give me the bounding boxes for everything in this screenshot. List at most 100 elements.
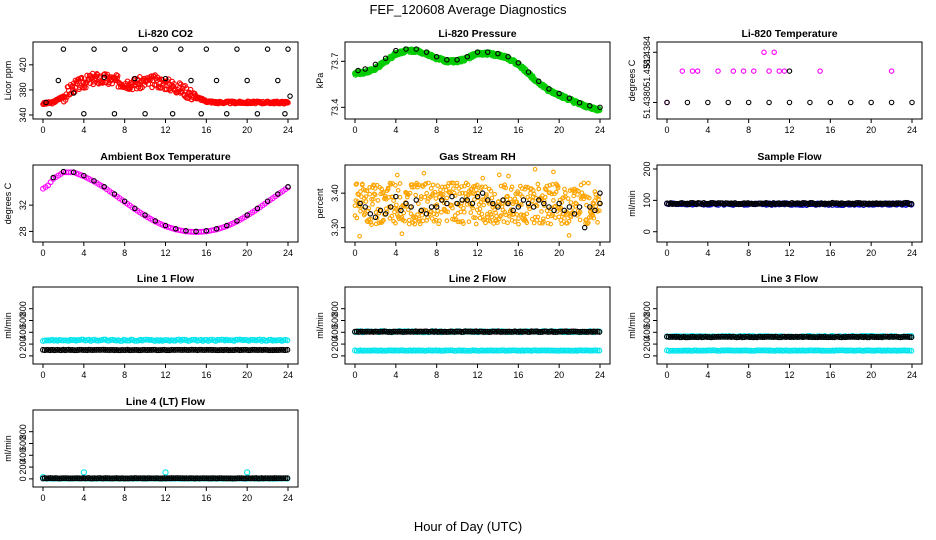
data-point	[541, 328, 548, 335]
data-point	[284, 475, 291, 482]
data-point	[353, 347, 360, 354]
data-point	[178, 46, 184, 52]
data-point	[443, 347, 450, 354]
x-tick-label: 4	[705, 248, 710, 258]
data-point	[381, 347, 388, 354]
data-point	[711, 333, 718, 340]
data-point	[407, 190, 413, 196]
data-point	[893, 200, 900, 207]
data-point	[786, 99, 793, 106]
data-point	[471, 215, 476, 220]
y-tick-label: 400	[18, 325, 28, 340]
data-point	[570, 328, 577, 335]
data-point	[62, 475, 69, 482]
data-point	[273, 347, 280, 353]
data-point	[360, 182, 365, 188]
x-tick-label: 0	[40, 248, 45, 258]
data-point	[216, 225, 223, 232]
data-point	[566, 95, 573, 101]
x-tick-label: 16	[201, 370, 211, 380]
data-marks	[40, 46, 293, 117]
x-tick-label: 8	[434, 248, 439, 258]
y-axis-label: ml/min	[3, 312, 13, 339]
data-point	[389, 213, 395, 219]
data-point	[546, 86, 552, 92]
data-point	[409, 184, 415, 190]
data-marks	[352, 328, 603, 354]
x-tick-label: 8	[746, 248, 751, 258]
data-point	[183, 228, 189, 234]
data-point	[244, 469, 251, 476]
data-point	[586, 220, 591, 225]
data-point	[575, 188, 581, 194]
data-point	[771, 49, 777, 56]
x-tick-label: 16	[825, 248, 835, 258]
y-axis-label: ml/min	[627, 190, 637, 217]
data-point	[127, 86, 133, 92]
data-point	[498, 213, 504, 218]
data-point	[357, 203, 362, 209]
data-point	[224, 110, 230, 117]
data-point	[679, 68, 686, 74]
data-point	[397, 347, 404, 354]
data-point	[364, 188, 370, 194]
data-point	[722, 347, 729, 354]
data-point	[90, 81, 96, 88]
data-point	[902, 199, 909, 206]
data-point	[902, 347, 909, 354]
data-point	[418, 347, 425, 354]
y-tick-label: 51.4384	[642, 36, 652, 69]
x-tick-label: 16	[825, 370, 835, 380]
data-point	[566, 233, 572, 238]
data-point	[205, 475, 212, 482]
data-point	[150, 475, 157, 482]
data-point	[223, 475, 230, 482]
data-point	[381, 189, 386, 195]
y-axis-label: kPa	[315, 73, 325, 89]
data-point	[399, 231, 405, 237]
x-tick-label: 8	[746, 370, 751, 380]
data-point	[428, 204, 435, 210]
y-tick-label: 28	[18, 226, 28, 236]
data-point	[198, 110, 204, 117]
x-tick-label: 8	[434, 370, 439, 380]
data-point	[80, 469, 87, 476]
x-tick-label: 8	[122, 248, 127, 258]
data-point	[91, 178, 97, 184]
data-point	[148, 475, 155, 482]
y-tick-label: 600	[18, 436, 28, 451]
panel-rh: Gas Stream RH 0 4 8 12 16 20 24 3.30 3.40 percent	[315, 151, 611, 258]
data-point	[95, 475, 102, 482]
data-point	[264, 198, 271, 204]
data-point	[454, 57, 460, 63]
data-point	[689, 68, 696, 74]
data-point	[187, 475, 193, 482]
data-point	[433, 204, 440, 210]
data-point	[751, 68, 757, 74]
data-point	[362, 211, 368, 217]
data-point	[446, 181, 452, 186]
data-point	[515, 204, 522, 210]
data-point	[442, 347, 448, 354]
y-axis-label: ml/min	[3, 435, 13, 462]
x-tick-label: 24	[907, 248, 917, 258]
data-marks	[40, 336, 291, 354]
data-point	[357, 233, 362, 239]
data-point	[524, 211, 530, 217]
data-point	[473, 187, 479, 193]
data-point	[397, 181, 403, 186]
data-point	[152, 46, 159, 52]
data-point	[817, 68, 823, 74]
data-point	[684, 99, 691, 106]
data-point	[91, 346, 98, 353]
x-tick-label: 12	[784, 248, 794, 258]
data-point	[372, 214, 379, 221]
data-point	[524, 329, 531, 335]
panel-title: Gas Stream RH	[439, 151, 515, 163]
data-point	[507, 196, 513, 202]
data-point	[405, 194, 410, 200]
data-point	[458, 209, 464, 215]
data-point	[244, 475, 250, 482]
data-point	[525, 200, 532, 207]
data-point	[869, 334, 876, 340]
